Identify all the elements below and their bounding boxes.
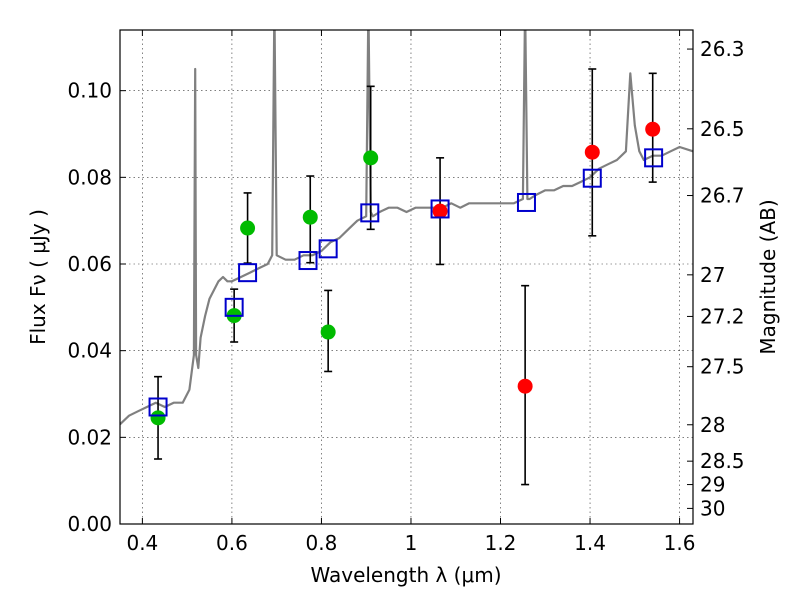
y-tick-label: 0.06 bbox=[67, 252, 112, 276]
x-tick-label: 0.6 bbox=[216, 531, 248, 555]
x-tick-label: 1.6 bbox=[664, 531, 696, 555]
model-band-point bbox=[582, 168, 602, 188]
model-band-point bbox=[644, 148, 664, 168]
model-band-point bbox=[224, 297, 244, 317]
model-spectrum-line bbox=[120, 30, 693, 426]
y2-tick-label: 29 bbox=[700, 473, 725, 497]
plot-area bbox=[120, 30, 693, 486]
y2-tick-label: 27.5 bbox=[700, 355, 745, 379]
y-tick-label: 0.04 bbox=[67, 339, 112, 363]
x-tick-label: 1.4 bbox=[574, 531, 606, 555]
model-band-point bbox=[238, 263, 258, 283]
y2-axis-label: Magnitude (AB) bbox=[756, 199, 780, 354]
y-tick-label: 0.08 bbox=[67, 165, 112, 189]
x-tick-label: 1 bbox=[405, 531, 418, 555]
green-data-point bbox=[363, 150, 379, 166]
y-tick-label: 0.02 bbox=[67, 425, 112, 449]
red-data-point bbox=[517, 378, 533, 394]
y2-tick-label: 28.5 bbox=[700, 449, 745, 473]
y-tick-label: 0.10 bbox=[67, 79, 112, 103]
y2-tick-label: 28 bbox=[700, 413, 725, 437]
model-band-point bbox=[298, 251, 318, 271]
red-data-point bbox=[584, 144, 600, 160]
y2-tick-label: 26.3 bbox=[700, 37, 745, 61]
green-data-point bbox=[302, 209, 318, 225]
x-axis-label: Wavelength λ (μm) bbox=[310, 563, 501, 587]
grid bbox=[120, 30, 693, 525]
y2-tick-label: 30 bbox=[700, 496, 725, 520]
series-layer bbox=[120, 30, 693, 486]
y2-tick-label: 26.5 bbox=[700, 117, 745, 141]
y2-tick-label: 26.7 bbox=[700, 184, 745, 208]
y2-tick-label: 27.2 bbox=[700, 304, 745, 328]
x-tick-label: 0.4 bbox=[126, 531, 158, 555]
green-data-point bbox=[150, 410, 166, 426]
model-band-point bbox=[430, 199, 450, 219]
x-tick-label: 1.2 bbox=[485, 531, 517, 555]
y-tick-label: 0.00 bbox=[67, 512, 112, 536]
y2-tick-label: 27 bbox=[700, 263, 725, 287]
green-data-point bbox=[320, 324, 336, 340]
red-data-point bbox=[432, 203, 448, 219]
green-data-point bbox=[240, 220, 256, 236]
model-band-point bbox=[318, 239, 338, 259]
x-tick-label: 0.8 bbox=[306, 531, 338, 555]
y-axis-label: Flux Fν ( μJy ) bbox=[26, 209, 50, 345]
model-band-point bbox=[360, 203, 380, 223]
axis-layer: 0.4 0.6 0.8 1 1.2 1.4 1.6 0.00 0.02 0.04 0.06 0.08 0… bbox=[67, 30, 745, 555]
model-band-point bbox=[516, 192, 536, 212]
plot-frame bbox=[119, 29, 694, 525]
red-data-point bbox=[645, 121, 661, 137]
model-band-point bbox=[148, 397, 168, 417]
